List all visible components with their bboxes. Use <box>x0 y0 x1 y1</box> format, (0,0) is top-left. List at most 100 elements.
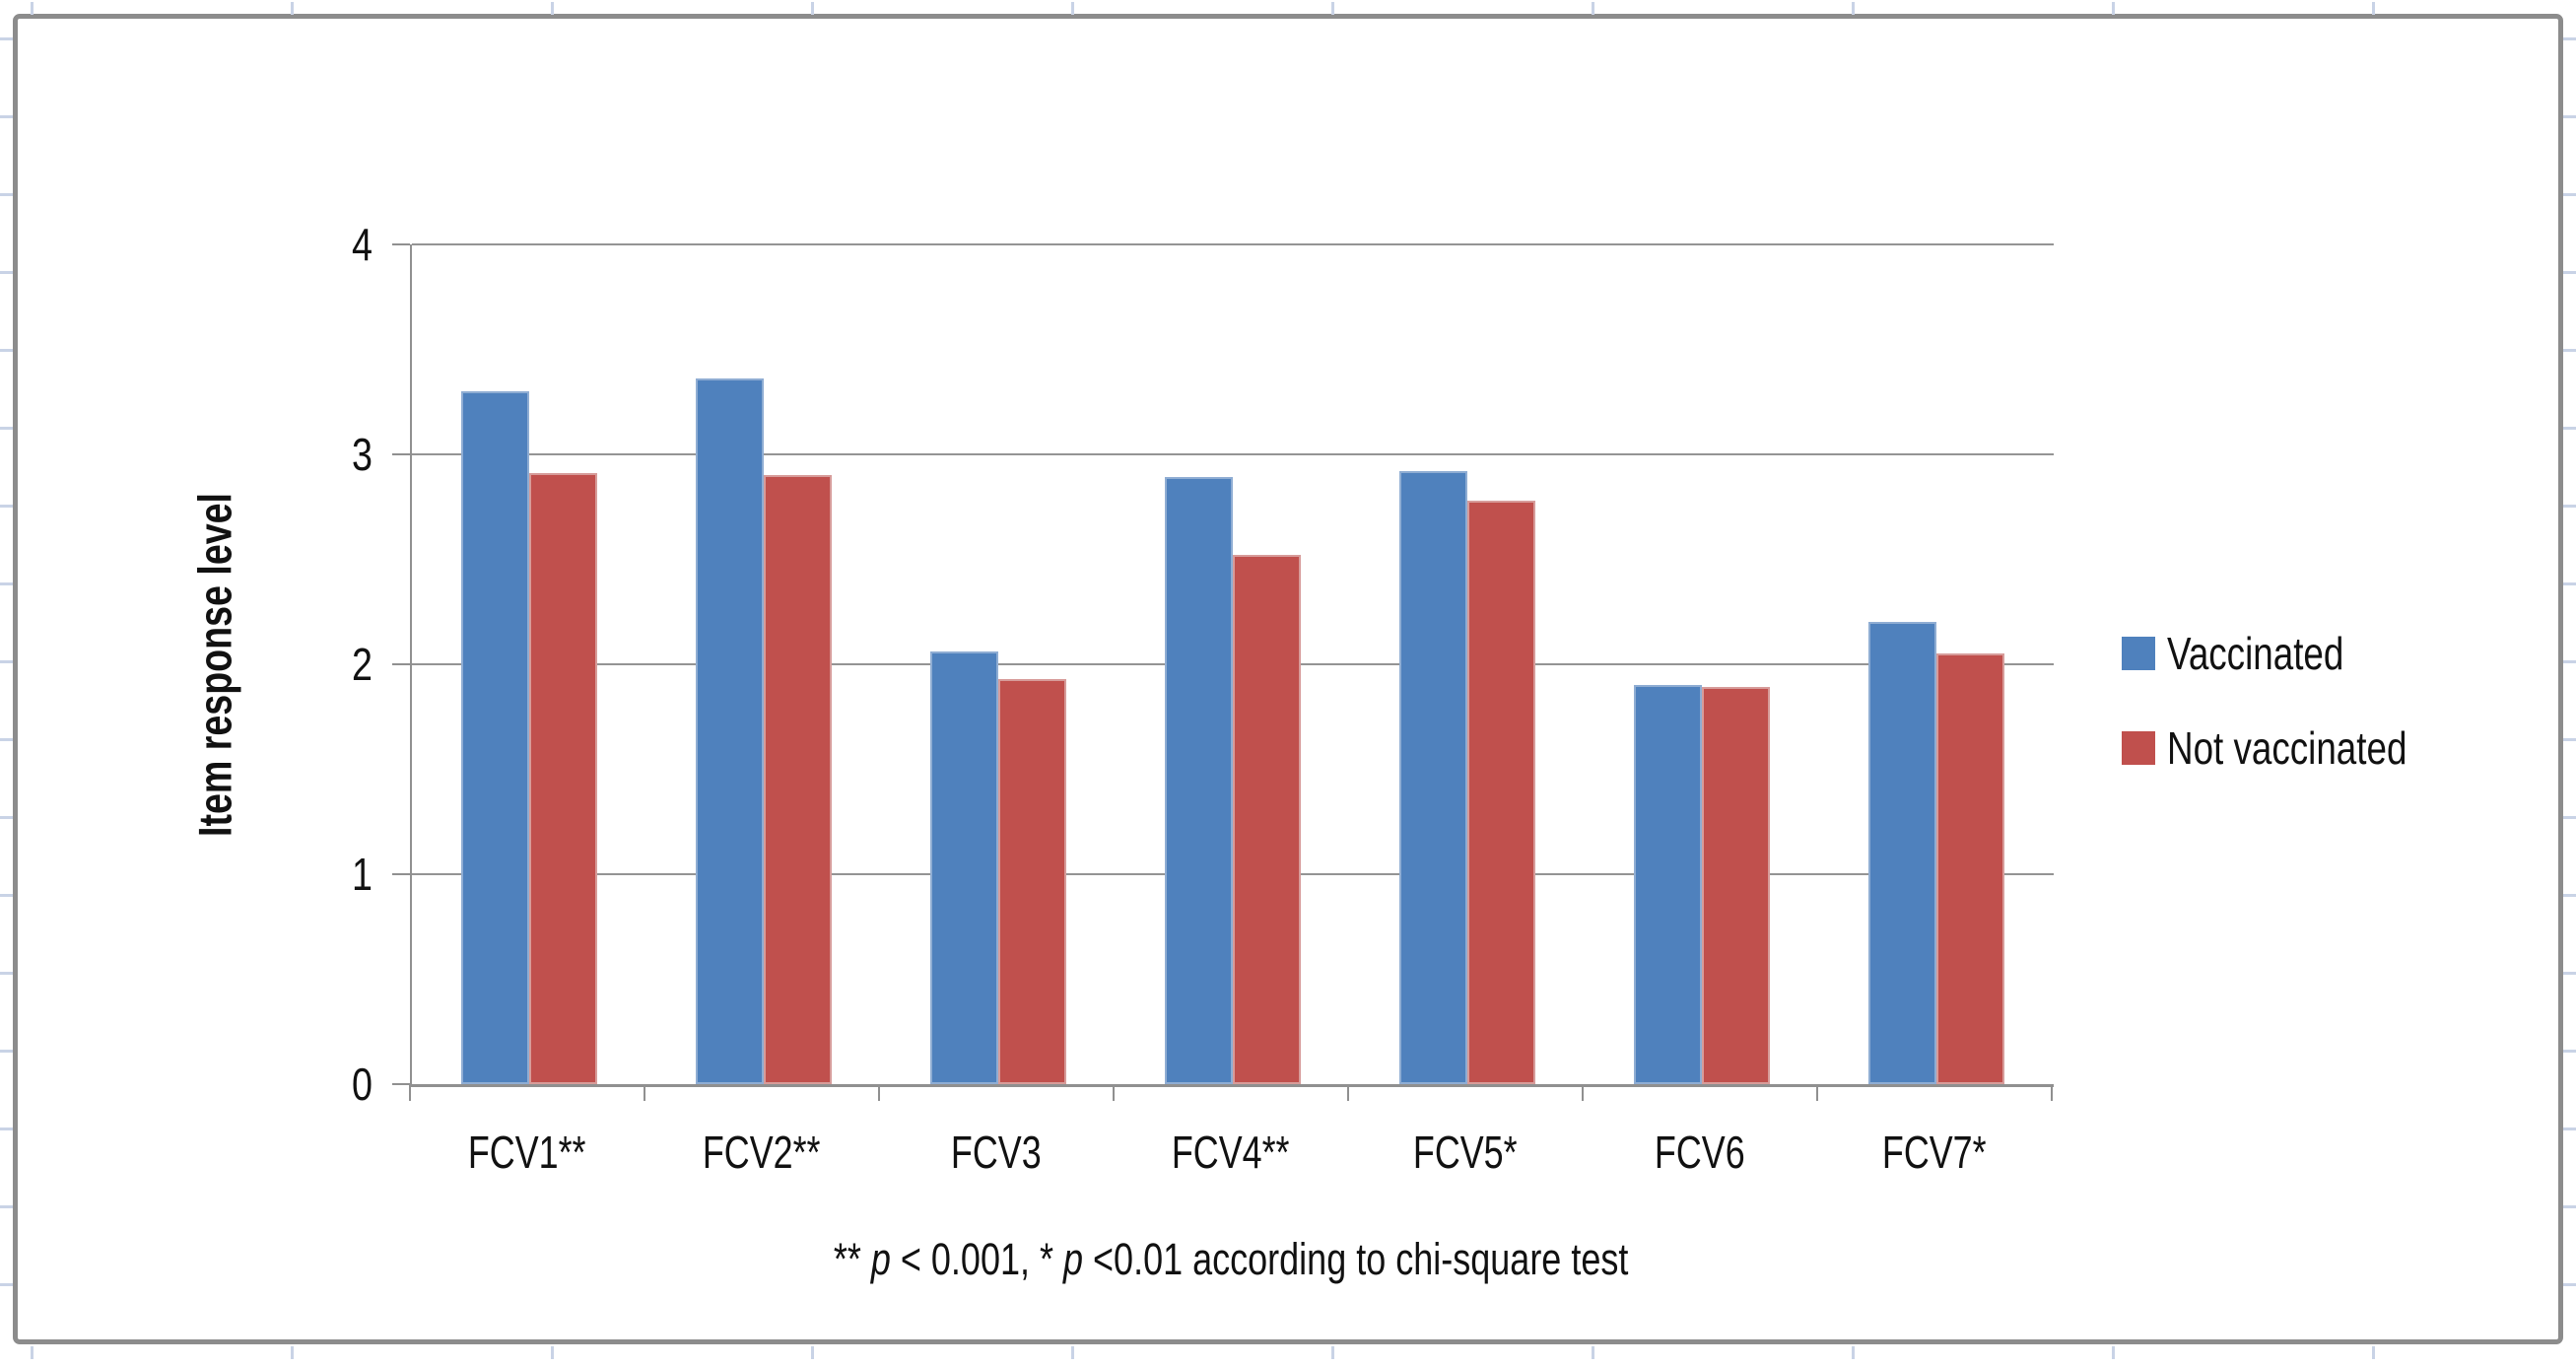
legend-swatch-not-vaccinated <box>2122 731 2155 765</box>
edge-stub-left <box>0 738 13 741</box>
legend-label-vaccinated: Vaccinated <box>2167 628 2344 679</box>
edge-stub-right <box>2563 660 2576 663</box>
x-axis-tick-3 <box>1113 1084 1115 1101</box>
edge-stub-top <box>1852 2 1855 15</box>
edge-stub-left <box>0 271 13 274</box>
edge-stub-right <box>2563 271 2576 274</box>
edge-stub-right <box>2563 816 2576 819</box>
category-label-FCV7: FCV7* <box>1817 1129 2052 1175</box>
edge-stub-right <box>2563 1050 2576 1053</box>
edge-stub-left <box>0 349 13 352</box>
gridline-y-4 <box>412 243 2054 245</box>
plot-area <box>410 243 2054 1087</box>
category-label-text: FCV2** <box>703 1127 821 1178</box>
edge-stub-top <box>551 2 554 15</box>
footnote-stars: ** <box>833 1234 871 1284</box>
edge-stub-left <box>0 1050 13 1053</box>
edge-stub-right <box>2563 505 2576 508</box>
category-label-text: FCV7* <box>1882 1127 1987 1178</box>
edge-stub-bottom <box>1071 1346 1074 1359</box>
bar-FCV2-not-vaccinated <box>764 475 832 1084</box>
bar-FCV4-vaccinated <box>1165 477 1233 1084</box>
bar-FCV5-not-vaccinated <box>1467 500 1535 1084</box>
edge-stub-left <box>0 427 13 430</box>
footnote-p2: p <box>1062 1234 1083 1284</box>
edge-stub-top <box>291 2 294 15</box>
y-axis-title-text: Item response level <box>188 492 241 837</box>
edge-stub-top <box>2372 2 2375 15</box>
bar-FCV3-not-vaccinated <box>998 678 1066 1084</box>
edge-stub-right <box>2563 738 2576 741</box>
bar-FCV2-vaccinated <box>696 378 764 1084</box>
bar-FCV7-not-vaccinated <box>1936 653 2004 1084</box>
edge-stub-left <box>0 1205 13 1208</box>
edge-stub-left <box>0 193 13 196</box>
legend-item-not-vaccinated: Not vaccinated <box>2122 725 2467 771</box>
x-axis-tick-1 <box>644 1084 645 1101</box>
footnote-mid: < 0.001, * <box>890 1234 1063 1284</box>
edge-stub-right <box>2563 37 2576 40</box>
category-label-FCV6: FCV6 <box>1583 1129 1817 1175</box>
y-axis-title: Item response level <box>116 244 313 1084</box>
edge-stub-left <box>0 1128 13 1130</box>
edge-stub-left <box>0 115 13 118</box>
bar-FCV6-not-vaccinated <box>1702 687 1770 1084</box>
bar-FCV7-vaccinated <box>1868 622 1936 1084</box>
y-axis-tick-1 <box>392 873 410 875</box>
bar-FCV3-vaccinated <box>930 651 998 1084</box>
edge-stub-right <box>2563 115 2576 118</box>
edge-stub-right <box>2563 427 2576 430</box>
edge-stub-bottom <box>551 1346 554 1359</box>
edge-stub-bottom <box>1331 1346 1334 1359</box>
edge-stub-right <box>2563 1283 2576 1286</box>
y-axis-tick-2 <box>392 663 410 665</box>
edge-stub-right <box>2563 582 2576 585</box>
y-axis-tick-0 <box>392 1083 410 1085</box>
edge-stub-top <box>1071 2 1074 15</box>
x-axis-tick-6 <box>1816 1084 1818 1101</box>
x-axis-tick-2 <box>878 1084 880 1101</box>
bar-FCV1-not-vaccinated <box>529 473 597 1084</box>
category-label-FCV1: FCV1** <box>410 1129 644 1175</box>
category-label-text: FCV5* <box>1413 1127 1518 1178</box>
category-label-FCV2: FCV2** <box>644 1129 879 1175</box>
edge-stub-left <box>0 894 13 897</box>
edge-stub-bottom <box>1852 1346 1855 1359</box>
x-axis-tick-5 <box>1582 1084 1584 1101</box>
edge-stub-left <box>0 660 13 663</box>
edge-stub-right <box>2563 193 2576 196</box>
edge-stub-top <box>811 2 814 15</box>
x-axis-tick-0 <box>409 1084 411 1101</box>
edge-stub-left <box>0 37 13 40</box>
edge-stub-right <box>2563 972 2576 975</box>
footnote-rest: <0.01 according to chi-square test <box>1082 1234 1629 1284</box>
category-label-text: FCV1** <box>468 1127 586 1178</box>
edge-stub-right <box>2563 1205 2576 1208</box>
edge-stub-right <box>2563 349 2576 352</box>
category-label-FCV5: FCV5* <box>1348 1129 1583 1175</box>
edge-stub-bottom <box>31 1346 34 1359</box>
legend-item-vaccinated: Vaccinated <box>2122 631 2388 676</box>
edge-stub-right <box>2563 894 2576 897</box>
edge-stub-top <box>31 2 34 15</box>
edge-stub-bottom <box>811 1346 814 1359</box>
footnote: ** p < 0.001, * p <0.01 according to chi… <box>410 1234 2052 1285</box>
category-label-text: FCV3 <box>951 1127 1042 1178</box>
x-axis-tick-4 <box>1347 1084 1349 1101</box>
bar-FCV1-vaccinated <box>461 391 529 1084</box>
x-axis-tick-7 <box>2051 1084 2053 1101</box>
edge-stub-bottom <box>2372 1346 2375 1359</box>
edge-stub-right <box>2563 1128 2576 1130</box>
edge-stub-bottom <box>291 1346 294 1359</box>
y-tick-label-4: 4 <box>352 219 373 270</box>
category-label-FCV3: FCV3 <box>879 1129 1114 1175</box>
category-label-FCV4: FCV4** <box>1114 1129 1348 1175</box>
edge-stub-bottom <box>1592 1346 1594 1359</box>
edge-stub-left <box>0 1283 13 1286</box>
footnote-p1: p <box>870 1234 891 1284</box>
bar-FCV4-not-vaccinated <box>1233 555 1301 1084</box>
y-axis-tick-4 <box>392 243 410 245</box>
y-axis-tick-3 <box>392 453 410 455</box>
edge-stub-left <box>0 505 13 508</box>
